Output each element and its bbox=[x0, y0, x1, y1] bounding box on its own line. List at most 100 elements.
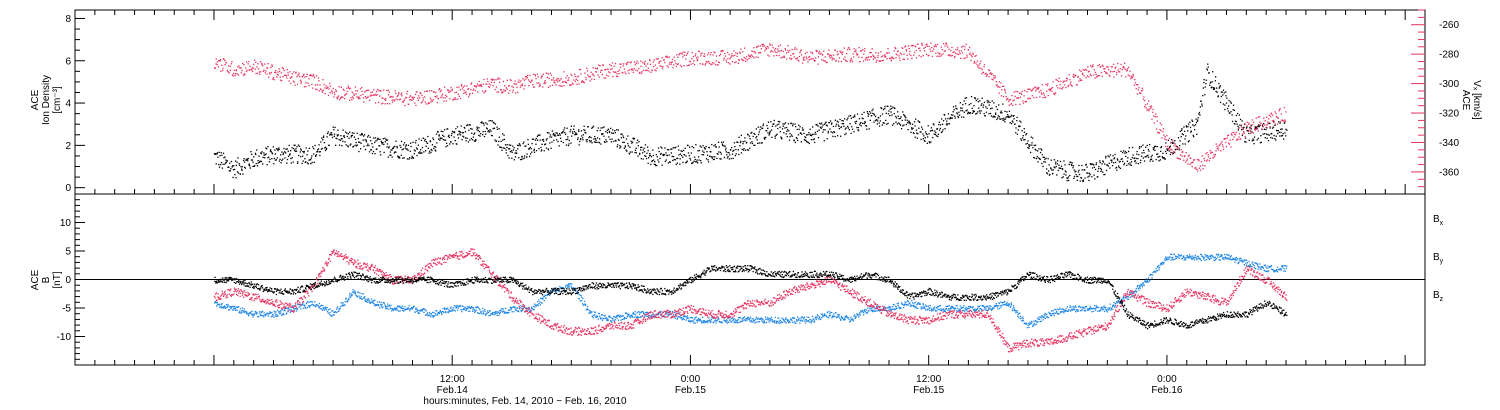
density-point bbox=[425, 145, 427, 147]
velocity-point bbox=[637, 62, 639, 64]
density-point bbox=[227, 166, 229, 168]
density-point bbox=[565, 144, 568, 146]
velocity-point bbox=[233, 72, 235, 74]
density-point bbox=[1149, 143, 1151, 146]
velocity-point bbox=[1069, 83, 1072, 85]
velocity-point bbox=[311, 83, 313, 86]
velocity-point bbox=[565, 82, 568, 84]
density-point bbox=[589, 141, 591, 143]
velocity-point bbox=[235, 69, 237, 71]
density-point bbox=[530, 148, 532, 150]
by-point bbox=[536, 304, 539, 306]
velocity-point bbox=[477, 85, 479, 87]
velocity-point bbox=[273, 79, 275, 81]
density-point bbox=[640, 149, 642, 151]
density-point bbox=[482, 134, 484, 136]
velocity-point bbox=[744, 47, 746, 49]
velocity-point bbox=[817, 63, 819, 65]
density-point bbox=[1139, 162, 1142, 164]
density-point bbox=[1268, 122, 1270, 124]
density-point bbox=[266, 148, 268, 150]
by-point bbox=[535, 304, 537, 306]
velocity-point bbox=[351, 96, 354, 98]
velocity-point bbox=[640, 65, 642, 67]
velocity-point bbox=[720, 50, 722, 53]
density-point bbox=[325, 148, 328, 150]
by-point bbox=[383, 302, 385, 304]
density-point bbox=[1135, 162, 1137, 164]
density-point bbox=[1000, 112, 1002, 114]
by-point bbox=[535, 305, 538, 307]
density-point bbox=[429, 150, 431, 152]
by-point bbox=[510, 308, 513, 310]
density-point bbox=[279, 158, 281, 160]
density-point bbox=[920, 138, 922, 141]
velocity-point bbox=[552, 79, 554, 81]
density-point bbox=[660, 146, 662, 148]
velocity-point bbox=[1010, 103, 1012, 106]
density-point bbox=[1156, 146, 1158, 148]
density-point bbox=[705, 146, 707, 148]
velocity-point bbox=[478, 80, 480, 83]
density-point bbox=[812, 138, 814, 141]
velocity-point bbox=[1234, 133, 1236, 135]
density-point bbox=[1078, 164, 1080, 167]
density-point bbox=[248, 163, 250, 165]
by-point bbox=[451, 308, 453, 310]
by-point bbox=[361, 297, 363, 300]
density-point bbox=[789, 136, 791, 138]
velocity-point bbox=[287, 72, 289, 74]
by-point bbox=[542, 298, 544, 300]
velocity-point bbox=[543, 83, 545, 85]
density-point bbox=[801, 127, 804, 129]
density-point bbox=[491, 135, 493, 137]
velocity-point bbox=[436, 101, 439, 104]
velocity-point bbox=[886, 58, 888, 60]
density-point bbox=[488, 120, 490, 122]
density-point bbox=[228, 170, 230, 172]
velocity-point bbox=[222, 69, 224, 72]
density-point bbox=[1047, 158, 1049, 160]
density-point bbox=[433, 145, 436, 148]
density-point bbox=[466, 124, 468, 127]
density-point bbox=[1286, 129, 1288, 131]
velocity-point bbox=[1020, 93, 1023, 95]
velocity-point bbox=[1202, 168, 1204, 170]
velocity-point bbox=[856, 54, 858, 56]
velocity-point bbox=[1057, 87, 1059, 89]
density-point bbox=[266, 164, 268, 166]
velocity-point bbox=[1071, 85, 1073, 87]
density-point bbox=[614, 130, 616, 132]
by-point bbox=[390, 308, 392, 310]
density-point bbox=[941, 130, 943, 133]
density-point bbox=[269, 158, 271, 160]
by-point bbox=[381, 303, 383, 306]
density-point bbox=[1069, 161, 1071, 163]
density-point bbox=[832, 125, 835, 128]
velocity-point bbox=[1043, 94, 1045, 96]
density-point bbox=[514, 152, 516, 154]
density-point bbox=[219, 155, 221, 157]
density-point bbox=[550, 147, 552, 149]
density-point bbox=[1050, 159, 1052, 161]
density-point bbox=[339, 139, 342, 142]
velocity-point bbox=[753, 47, 755, 49]
density-point bbox=[650, 163, 652, 166]
velocity-point bbox=[628, 61, 630, 63]
density-point bbox=[760, 142, 762, 144]
density-point bbox=[517, 144, 519, 147]
velocity-point bbox=[358, 98, 360, 100]
density-point bbox=[1224, 104, 1226, 106]
velocity-point bbox=[696, 57, 698, 59]
velocity-point bbox=[393, 99, 395, 101]
density-point bbox=[1195, 118, 1197, 120]
density-point bbox=[420, 139, 423, 141]
velocity-point bbox=[444, 97, 446, 99]
velocity-point bbox=[240, 67, 242, 69]
density-point bbox=[507, 148, 510, 150]
density-point bbox=[713, 145, 715, 147]
density-point bbox=[376, 139, 378, 141]
velocity-point bbox=[342, 96, 344, 99]
velocity-point bbox=[832, 57, 834, 59]
velocity-point bbox=[486, 78, 488, 80]
